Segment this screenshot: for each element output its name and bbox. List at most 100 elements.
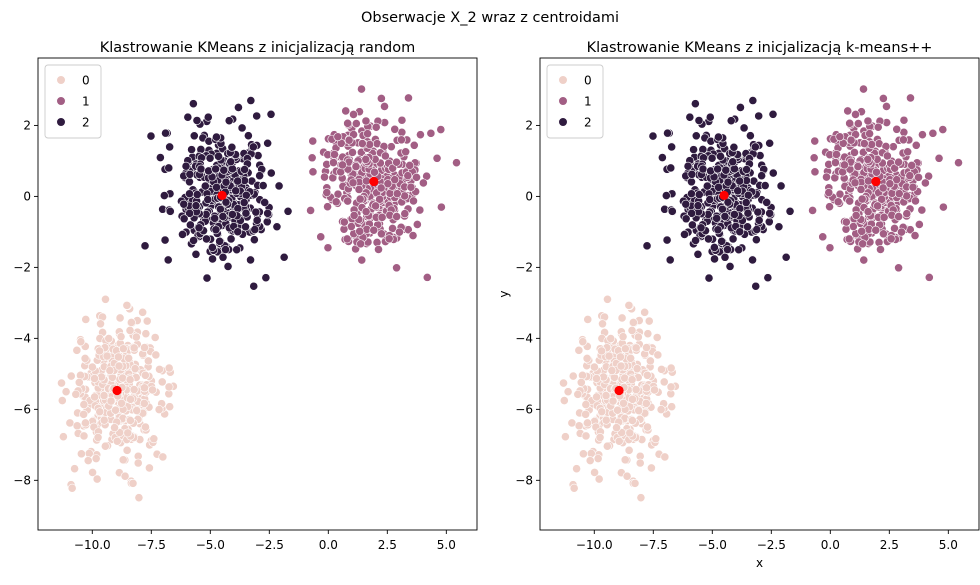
scatter-point bbox=[164, 163, 174, 173]
scatter-point bbox=[710, 243, 719, 252]
scatter-point bbox=[333, 132, 343, 142]
cluster-1-points bbox=[808, 84, 963, 282]
scatter-point bbox=[848, 222, 858, 231]
scatter-point bbox=[159, 191, 169, 200]
scatter-point bbox=[341, 106, 351, 116]
scatter-point bbox=[243, 131, 253, 141]
scatter-point bbox=[618, 332, 628, 342]
scatter-point bbox=[371, 122, 381, 132]
scatter-point bbox=[628, 416, 637, 425]
scatter-point bbox=[659, 377, 669, 387]
centroid-point bbox=[614, 385, 624, 396]
scatter-point bbox=[384, 234, 394, 244]
scatter-point bbox=[601, 415, 611, 425]
scatter-point bbox=[694, 116, 704, 125]
x-tick-label: −5.0 bbox=[196, 538, 225, 552]
scatter-point bbox=[743, 208, 753, 218]
scatter-point bbox=[877, 194, 887, 204]
scatter-point bbox=[118, 455, 128, 465]
scatter-point bbox=[776, 181, 786, 191]
scatter-point bbox=[415, 205, 425, 215]
scatter-point bbox=[622, 471, 632, 481]
scatter-point bbox=[76, 449, 86, 459]
scatter-point bbox=[125, 326, 135, 335]
scatter-point bbox=[652, 333, 662, 342]
scatter-point bbox=[346, 222, 356, 231]
scatter-point bbox=[218, 212, 228, 221]
scatter-point bbox=[263, 208, 273, 218]
y-tick-label: −2 bbox=[13, 260, 31, 274]
scatter-point bbox=[118, 344, 128, 354]
scatter-point bbox=[365, 140, 375, 149]
scatter-point bbox=[192, 190, 202, 199]
scatter-point bbox=[620, 373, 630, 383]
scatter-point bbox=[818, 232, 828, 242]
scatter-point bbox=[115, 313, 125, 323]
scatter-point bbox=[750, 142, 760, 152]
scatter-point bbox=[751, 235, 761, 245]
scatter-point bbox=[157, 377, 167, 387]
scatter-point bbox=[765, 208, 775, 218]
scatter-point bbox=[72, 345, 82, 355]
scatter-point bbox=[559, 396, 569, 405]
scatter-point bbox=[349, 211, 359, 220]
scatter-point bbox=[140, 383, 149, 393]
scatter-point bbox=[705, 195, 715, 204]
scatter-point bbox=[343, 196, 353, 206]
x-tick-label: 2.5 bbox=[880, 538, 899, 552]
scatter-point bbox=[633, 332, 643, 342]
scatter-point bbox=[888, 142, 898, 152]
scatter-point bbox=[185, 208, 195, 218]
scatter-point bbox=[210, 213, 220, 223]
scatter-point bbox=[376, 183, 386, 193]
scatter-point bbox=[357, 255, 367, 265]
scatter-point bbox=[191, 249, 201, 259]
scatter-point bbox=[687, 189, 696, 199]
scatter-point bbox=[161, 128, 170, 138]
scatter-point bbox=[768, 168, 778, 178]
scatter-point bbox=[181, 161, 191, 171]
scatter-point bbox=[734, 245, 744, 255]
scatter-point bbox=[164, 382, 174, 392]
scatter-point bbox=[713, 164, 723, 174]
scatter-point bbox=[234, 103, 243, 112]
scatter-point bbox=[351, 162, 361, 171]
scatter-point bbox=[892, 175, 902, 185]
scatter-point bbox=[840, 160, 849, 170]
scatter-point bbox=[150, 333, 160, 342]
scatter-point bbox=[185, 220, 195, 230]
scatter-point bbox=[208, 254, 217, 264]
scatter-point bbox=[583, 418, 592, 428]
scatter-point bbox=[90, 392, 100, 402]
scatter-point bbox=[252, 111, 262, 121]
scatter-point bbox=[100, 441, 110, 451]
scatter-point bbox=[642, 343, 651, 352]
scatter-point bbox=[735, 176, 745, 186]
scatter-point bbox=[241, 208, 251, 218]
scatter-point bbox=[720, 252, 730, 262]
scatter-point bbox=[825, 243, 835, 253]
scatter-point bbox=[355, 194, 365, 204]
scatter-point bbox=[825, 202, 834, 212]
scatter-point bbox=[165, 206, 175, 216]
scatter-point bbox=[185, 177, 194, 187]
scatter-point bbox=[194, 223, 204, 233]
scatter-point bbox=[845, 196, 855, 206]
scatter-point bbox=[903, 147, 913, 157]
scatter-point bbox=[563, 387, 573, 397]
scatter-point bbox=[185, 169, 195, 179]
legend-label: 1 bbox=[82, 95, 90, 109]
scatter-point bbox=[249, 235, 259, 245]
scatter-point bbox=[322, 188, 332, 197]
x-tick-label: −7.5 bbox=[639, 538, 668, 552]
scatter-point bbox=[330, 150, 339, 159]
scatter-point bbox=[657, 153, 667, 162]
scatter-point bbox=[614, 436, 624, 446]
scatter-point bbox=[879, 212, 889, 222]
legend-marker bbox=[558, 96, 568, 106]
scatter-point bbox=[863, 116, 873, 126]
scatter-point bbox=[223, 262, 233, 271]
scatter-point bbox=[765, 138, 775, 148]
scatter-point bbox=[59, 432, 68, 442]
